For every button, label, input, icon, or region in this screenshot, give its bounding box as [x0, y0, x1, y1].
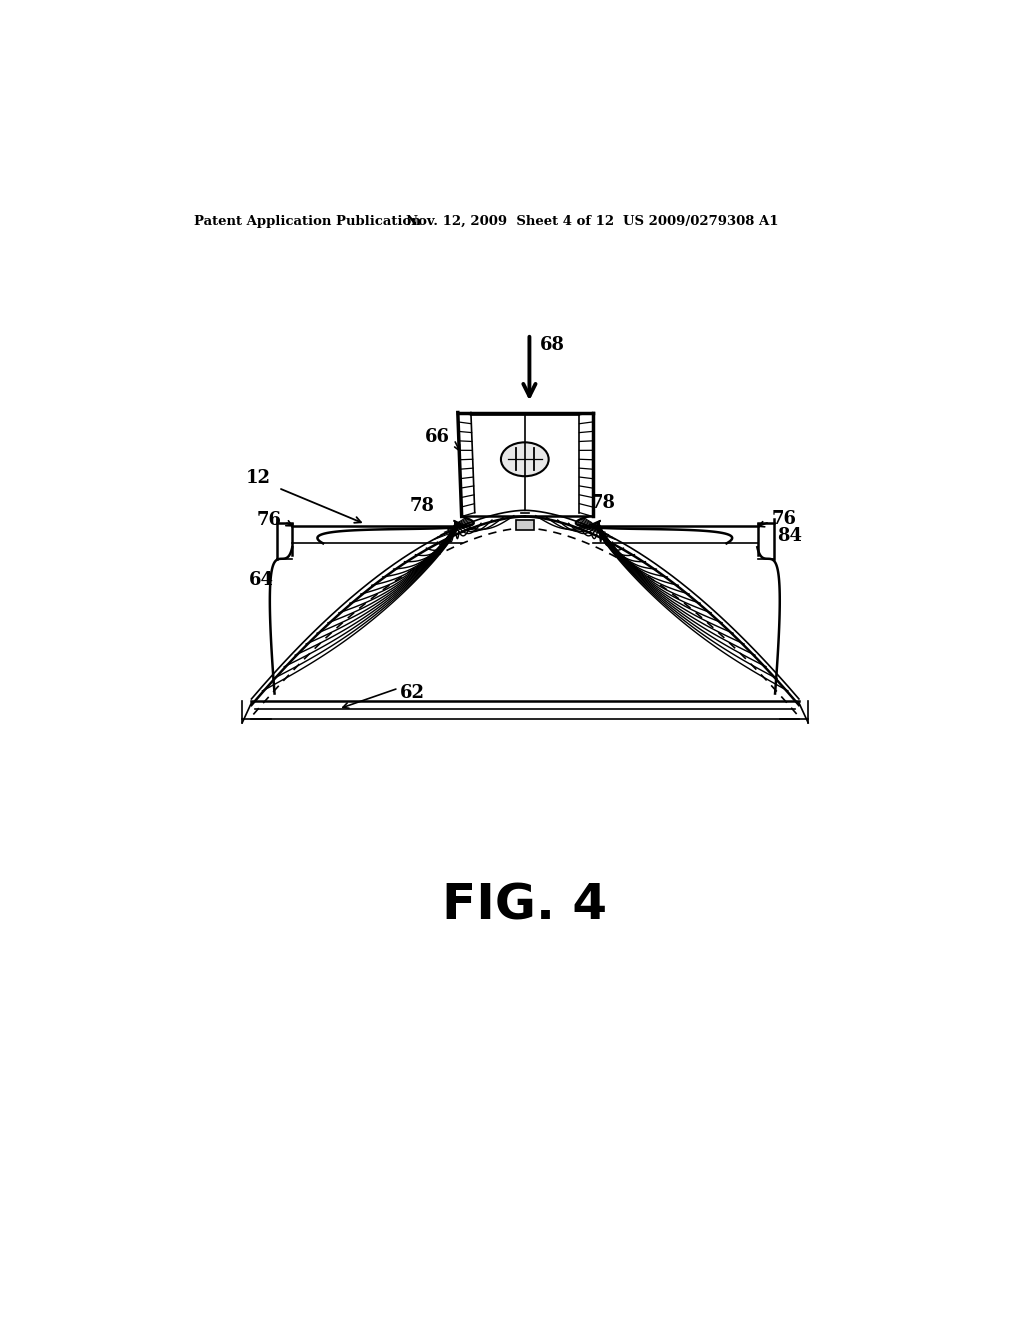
- Text: 78: 78: [410, 498, 434, 515]
- Text: FIG. 4: FIG. 4: [442, 882, 607, 929]
- Text: 76: 76: [771, 510, 797, 528]
- Text: 76: 76: [256, 511, 282, 529]
- Text: 84: 84: [777, 527, 803, 545]
- Text: Nov. 12, 2009  Sheet 4 of 12: Nov. 12, 2009 Sheet 4 of 12: [407, 215, 614, 228]
- Ellipse shape: [501, 442, 549, 477]
- Text: 64: 64: [249, 572, 273, 589]
- Text: 62: 62: [400, 684, 425, 701]
- Bar: [515, 520, 535, 529]
- Text: 68: 68: [541, 335, 565, 354]
- Text: 66: 66: [425, 428, 451, 446]
- Text: 12: 12: [246, 469, 270, 487]
- Text: US 2009/0279308 A1: US 2009/0279308 A1: [624, 215, 779, 228]
- Text: Patent Application Publication: Patent Application Publication: [194, 215, 421, 228]
- Text: 78: 78: [590, 495, 615, 512]
